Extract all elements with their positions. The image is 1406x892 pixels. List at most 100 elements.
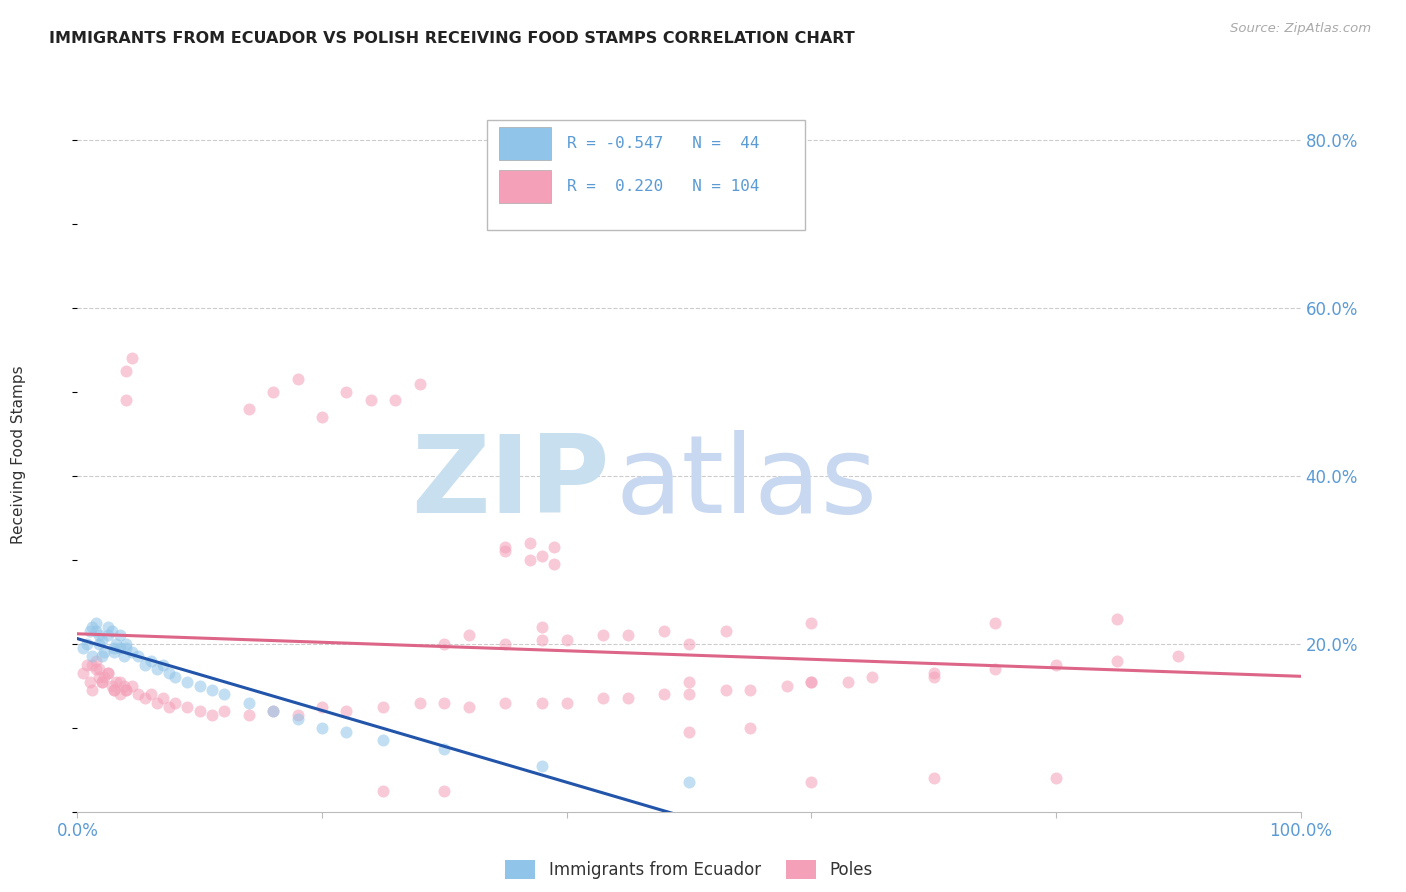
Point <box>238 696 260 710</box>
Point <box>543 557 565 571</box>
Point <box>103 683 125 698</box>
Point <box>97 666 120 681</box>
Point <box>89 637 111 651</box>
Point <box>922 771 945 785</box>
Point <box>134 657 156 672</box>
Point <box>740 683 762 698</box>
Point <box>84 654 107 668</box>
Point <box>100 679 122 693</box>
Point <box>176 674 198 689</box>
Point <box>165 670 187 684</box>
Point <box>922 670 945 684</box>
FancyBboxPatch shape <box>499 170 551 203</box>
Point <box>97 666 120 681</box>
Point <box>90 649 112 664</box>
Point <box>89 662 111 676</box>
Point <box>617 628 640 642</box>
Point <box>311 410 333 425</box>
Point <box>433 741 456 756</box>
Point <box>495 541 517 555</box>
Point <box>84 615 107 630</box>
Point <box>80 683 103 698</box>
Point <box>152 691 174 706</box>
FancyBboxPatch shape <box>486 120 806 230</box>
Point <box>79 624 101 639</box>
Point <box>128 687 150 701</box>
Point <box>837 674 859 689</box>
FancyBboxPatch shape <box>499 128 551 161</box>
Point <box>531 632 554 647</box>
Point <box>72 640 94 655</box>
Point <box>531 549 554 563</box>
Point <box>80 620 103 634</box>
Point <box>678 725 700 739</box>
Point <box>89 628 111 642</box>
Point <box>519 536 541 550</box>
Point <box>115 640 138 655</box>
Point <box>112 649 135 664</box>
Point <box>121 351 143 366</box>
Point <box>115 637 138 651</box>
Point <box>100 624 122 639</box>
Point <box>433 783 456 797</box>
Point <box>108 687 131 701</box>
Text: R = -0.547   N =  44: R = -0.547 N = 44 <box>567 136 759 152</box>
Point <box>371 733 394 747</box>
Legend: Immigrants from Ecuador, Poles: Immigrants from Ecuador, Poles <box>499 853 879 886</box>
Point <box>115 364 138 378</box>
Point <box>103 640 125 655</box>
Point <box>457 699 479 714</box>
Text: atlas: atlas <box>616 431 877 536</box>
Point <box>495 696 517 710</box>
Text: R =  0.220   N = 104: R = 0.220 N = 104 <box>567 179 759 194</box>
Point <box>800 615 823 630</box>
Point <box>103 683 125 698</box>
Point <box>335 384 357 399</box>
Point <box>90 674 112 689</box>
Point <box>1045 657 1067 672</box>
Point <box>157 666 180 681</box>
Point <box>371 699 394 714</box>
Point <box>128 649 150 664</box>
Point <box>409 696 432 710</box>
Point <box>678 775 700 789</box>
Point <box>617 691 640 706</box>
Point <box>72 666 94 681</box>
Point <box>84 662 107 676</box>
Point <box>531 620 554 634</box>
Point <box>115 683 138 698</box>
Point <box>146 662 169 676</box>
Text: ZIP: ZIP <box>411 431 609 536</box>
Point <box>1107 612 1129 626</box>
Point <box>152 657 174 672</box>
Point <box>409 376 432 391</box>
Point <box>984 615 1007 630</box>
Point <box>112 679 135 693</box>
Point <box>201 708 224 723</box>
Point <box>287 708 309 723</box>
Point <box>592 691 614 706</box>
Point <box>146 696 169 710</box>
Point <box>108 640 131 655</box>
Point <box>543 541 565 555</box>
Point <box>678 637 700 651</box>
Point <box>238 401 260 416</box>
Point <box>212 687 235 701</box>
Point <box>678 687 700 701</box>
Point <box>287 712 309 726</box>
Point <box>80 649 103 664</box>
Point <box>433 696 456 710</box>
Point <box>157 699 180 714</box>
Point <box>93 645 115 659</box>
Point <box>97 628 120 642</box>
Point <box>922 666 945 681</box>
Point <box>555 632 578 647</box>
Text: Source: ZipAtlas.com: Source: ZipAtlas.com <box>1230 22 1371 36</box>
Point <box>335 725 357 739</box>
Point <box>212 704 235 718</box>
Point <box>776 679 799 693</box>
Point <box>654 624 676 639</box>
Point <box>139 654 162 668</box>
Point <box>800 775 823 789</box>
Point <box>90 632 112 647</box>
